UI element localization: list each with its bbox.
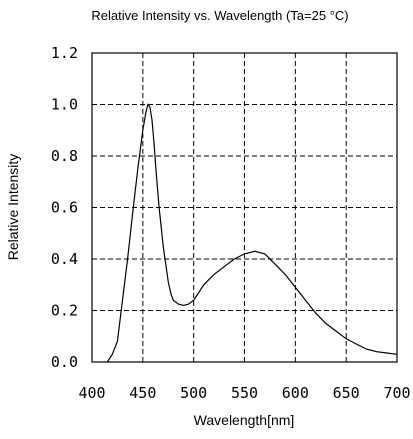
x-tick-label: 500 bbox=[180, 384, 207, 402]
y-tick-label: 0.2 bbox=[51, 302, 78, 320]
y-tick-label: 0.4 bbox=[51, 250, 78, 268]
grid-layer bbox=[92, 53, 397, 362]
x-tick-label: 600 bbox=[282, 384, 309, 402]
y-tick-label: 0.0 bbox=[51, 353, 78, 371]
y-tick-label: 0.6 bbox=[51, 199, 78, 217]
y-tick-label: 1.0 bbox=[51, 96, 78, 114]
x-tick-label: 400 bbox=[78, 384, 105, 402]
y-tick-label: 1.2 bbox=[51, 44, 78, 62]
x-tick-label: 650 bbox=[333, 384, 360, 402]
intensity-curve bbox=[106, 103, 398, 363]
x-tick-labels: 400 450 500 550 600 650 700 bbox=[78, 384, 410, 402]
x-axis-label: Wavelength[nm] bbox=[194, 412, 295, 428]
y-tick-labels: 0.0 0.2 0.4 0.6 0.8 1.0 1.2 bbox=[51, 44, 78, 371]
x-tick-label: 450 bbox=[129, 384, 156, 402]
y-tick-label: 0.8 bbox=[51, 147, 78, 165]
x-tick-label: 550 bbox=[231, 384, 258, 402]
x-tick-label: 700 bbox=[383, 384, 410, 402]
chart-title: Relative Intensity vs. Wavelength (Ta=25… bbox=[91, 8, 348, 23]
plot-frame bbox=[91, 52, 398, 363]
y-axis-label: Relative Intensity bbox=[5, 154, 21, 261]
